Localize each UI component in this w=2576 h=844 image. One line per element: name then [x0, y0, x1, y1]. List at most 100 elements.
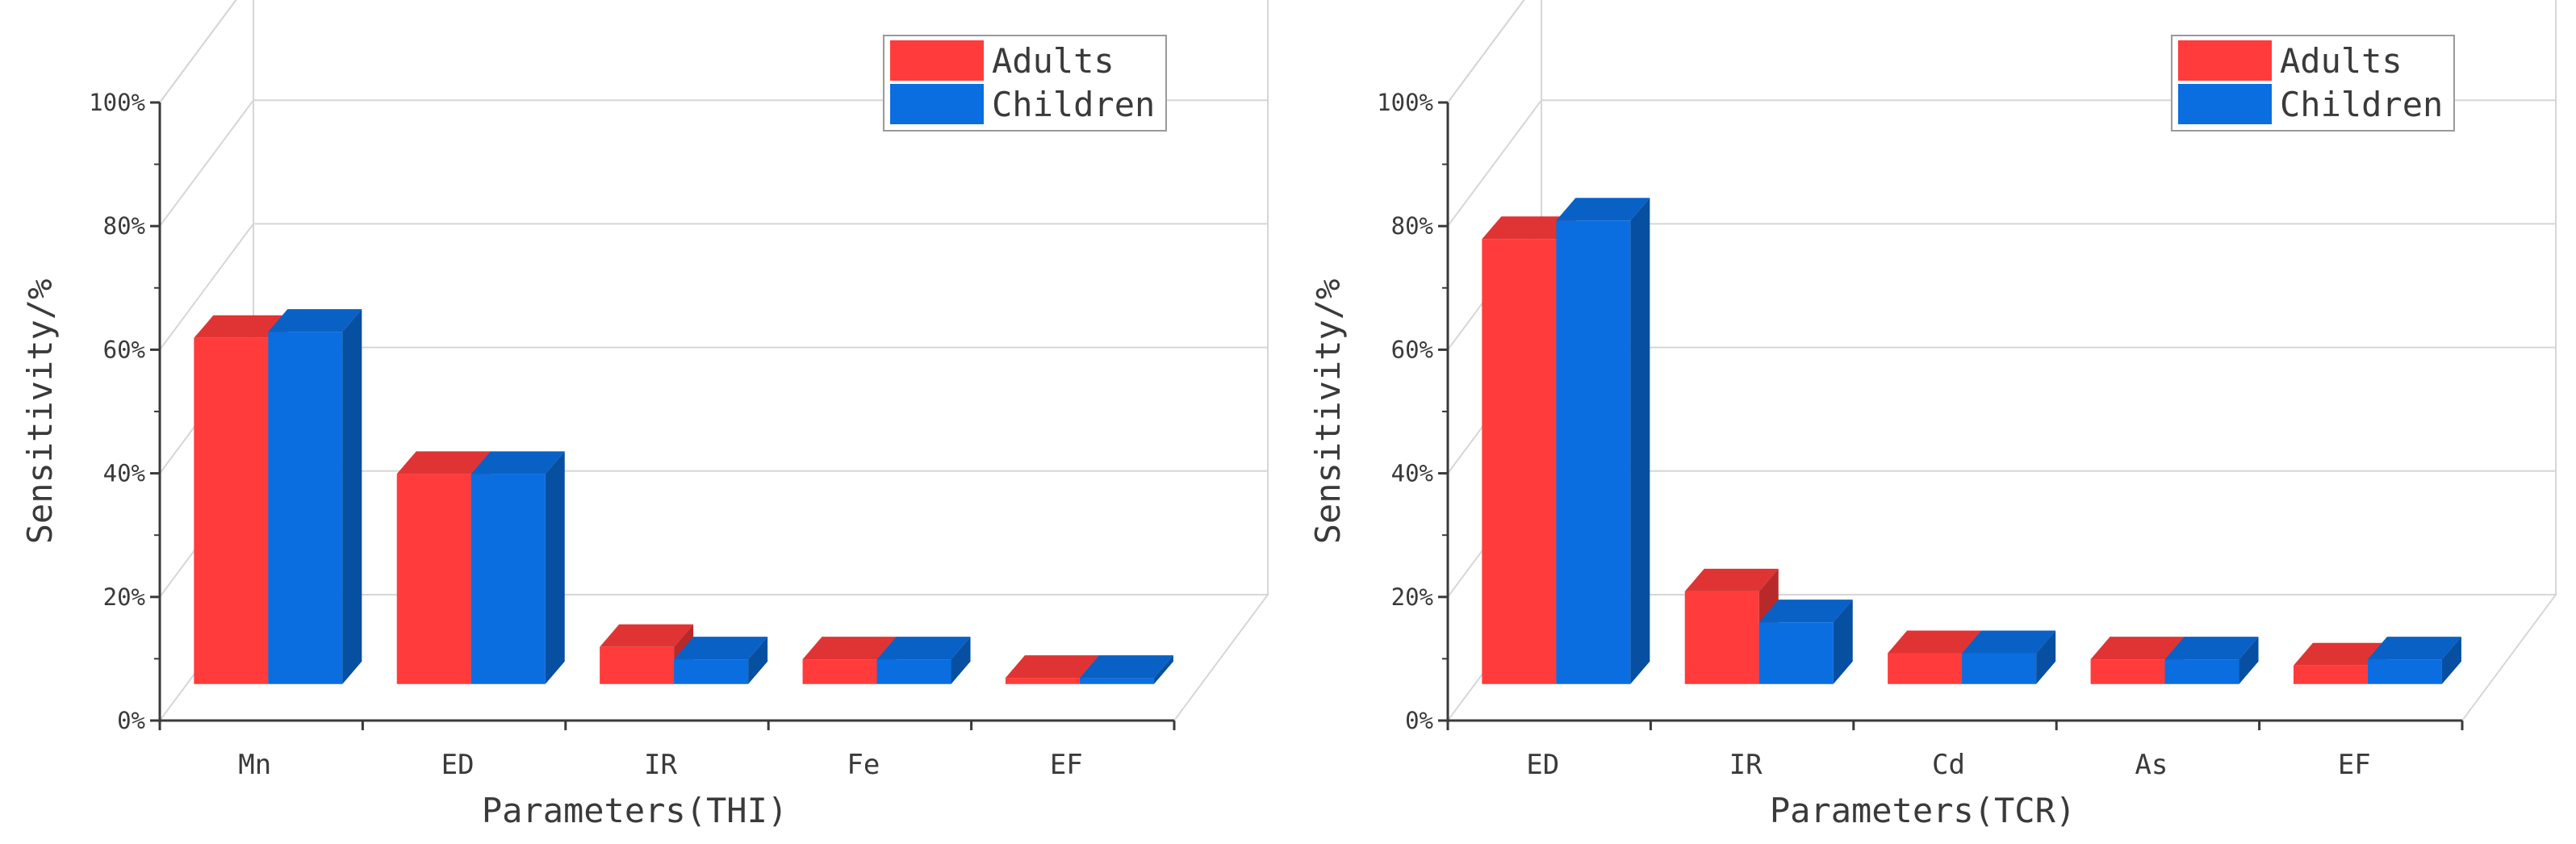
bar-top-face	[2293, 642, 2387, 666]
bar-side-face	[2441, 637, 2461, 684]
thi-side-top-edge	[159, 0, 237, 103]
thi-gridline-side	[159, 99, 254, 227]
tcr-x-axis-title: Parameters(TCR)	[1770, 791, 2076, 830]
bar-top-face	[470, 451, 565, 474]
thi-legend-label: Adults	[992, 41, 1114, 81]
bar-top-face	[1079, 655, 1173, 679]
bar-top-face	[802, 637, 897, 660]
bar-top-face	[396, 451, 491, 474]
tcr-x-tick-label: Cd	[1932, 749, 1965, 781]
bar-side-face	[1630, 198, 1650, 684]
thi-y-tick-label: 80%	[103, 212, 145, 240]
bar-front-face	[2090, 659, 2165, 684]
tcr-legend-swatch	[2178, 84, 2272, 124]
bar-top-face	[2367, 637, 2461, 660]
chart-thi: 0% 20% 40% 60% 80% 100% Mn ED IR Fe EF Parameters(T…	[20, 0, 1269, 830]
bar-front-face	[470, 474, 546, 684]
bar-side-face	[545, 451, 565, 684]
thi-x-tick-label: EF	[1050, 749, 1083, 781]
tcr-y-tick-label: 100%	[1377, 89, 1433, 116]
tcr-y-tick-label: 40%	[1391, 460, 1433, 487]
tcr-y-tick-label: 80%	[1391, 212, 1433, 240]
tcr-y-tick-label: 60%	[1391, 336, 1433, 363]
bar-top-face	[2090, 637, 2185, 660]
bar-side-face	[1833, 600, 1853, 684]
bar-front-face	[1888, 653, 1963, 684]
thi-y-tick-label: 0%	[117, 707, 145, 734]
bar-side-face	[2036, 630, 2056, 684]
tcr-gridline-side	[1447, 0, 1525, 103]
tcr-y-axis-title: Sensitivity/%	[1308, 279, 1348, 545]
thi-y-axis-title: Sensitivity/%	[20, 279, 60, 545]
tcr-x-tick-label: IR	[1729, 749, 1763, 781]
thi-x-tick-label: IR	[644, 749, 677, 781]
thi-x-tick-label: Fe	[847, 749, 880, 781]
bar-front-face	[1556, 220, 1631, 684]
bar-front-face	[2293, 665, 2368, 684]
tcr-plot-area: 0% 20% 40% 60% 80% 100% ED IR Cd As EF Parameters(T…	[1308, 0, 2557, 830]
bar-top-face	[1888, 630, 1982, 654]
tcr-bar-children-cd	[1962, 630, 2056, 684]
thi-y-tick-label: 100%	[89, 89, 145, 116]
thi-bar-children-mn	[268, 309, 362, 684]
bar-front-face	[876, 659, 951, 684]
chart-tcr: 0% 20% 40% 60% 80% 100% ED IR Cd As EF Parameters(T…	[1308, 0, 2557, 830]
bar-front-face	[2164, 659, 2239, 684]
tcr-side-top-edge	[1447, 0, 1525, 103]
thi-back-wall	[253, 0, 1269, 595]
tcr-bar-children-ed	[1556, 198, 1650, 684]
bar-front-face	[1005, 678, 1080, 684]
thi-y-tick-label: 60%	[103, 336, 145, 363]
bar-side-face	[951, 637, 971, 684]
tcr-legend: Adults Children	[2171, 35, 2455, 132]
bar-side-face	[342, 309, 362, 684]
bar-top-face	[1962, 630, 2056, 654]
thi-plot-area: 0% 20% 40% 60% 80% 100% Mn ED IR Fe EF Parameters(T…	[20, 0, 1269, 830]
bar-front-face	[1758, 622, 1834, 684]
thi-gridline-side	[159, 0, 237, 103]
tcr-legend-label: Children	[2280, 85, 2443, 124]
bar-side-face	[2239, 637, 2259, 684]
thi-y-tick-label: 20%	[103, 583, 145, 611]
tcr-bar-children-ef	[2367, 637, 2461, 684]
tcr-legend-swatch	[2178, 40, 2272, 81]
thi-bar-adults-ir	[600, 624, 694, 684]
bar-top-face	[600, 624, 694, 647]
tcr-x-tick-label: As	[2135, 749, 2168, 781]
bar-front-face	[194, 337, 269, 684]
thi-x-tick-label: ED	[441, 749, 475, 781]
thi-bar-children-ed	[470, 451, 565, 684]
thi-x-axis-title: Parameters(THI)	[482, 791, 788, 830]
bar-top-face	[1005, 655, 1099, 679]
tcr-bar-children-ir	[1758, 600, 1853, 684]
bar-front-face	[600, 646, 675, 684]
bar-front-face	[1482, 239, 1557, 684]
bar-front-face	[1962, 653, 2037, 684]
bar-top-face	[1482, 216, 1576, 240]
bar-front-face	[396, 474, 471, 684]
bar-top-face	[674, 637, 768, 660]
thi-x-tick-label: Mn	[238, 749, 271, 781]
bar-front-face	[268, 332, 343, 684]
bar-front-face	[1684, 591, 1759, 684]
thi-legend-swatch	[890, 40, 984, 81]
thi-legend-swatch	[890, 84, 984, 124]
thi-bar-children-fe	[876, 637, 971, 684]
bar-top-face	[876, 637, 971, 660]
tcr-gridline-side	[1447, 99, 1542, 227]
tcr-y-tick-label: 20%	[1391, 583, 1433, 611]
bar-top-face	[2164, 637, 2259, 660]
bar-front-face	[674, 659, 749, 684]
bar-top-face	[194, 315, 288, 338]
thi-legend-label: Children	[992, 85, 1155, 124]
bar-top-face	[1758, 600, 1853, 623]
tcr-x-tick-label: EF	[2338, 749, 2371, 781]
thi-bar-children-ef	[1079, 655, 1173, 684]
tcr-x-tick-label: ED	[1526, 749, 1559, 781]
bar-top-face	[1556, 198, 1650, 221]
bar-front-face	[2367, 659, 2442, 684]
thi-gridline-side	[159, 223, 254, 350]
tcr-bar-children-as	[2164, 637, 2259, 684]
thi-bar-children-ir	[674, 637, 768, 684]
